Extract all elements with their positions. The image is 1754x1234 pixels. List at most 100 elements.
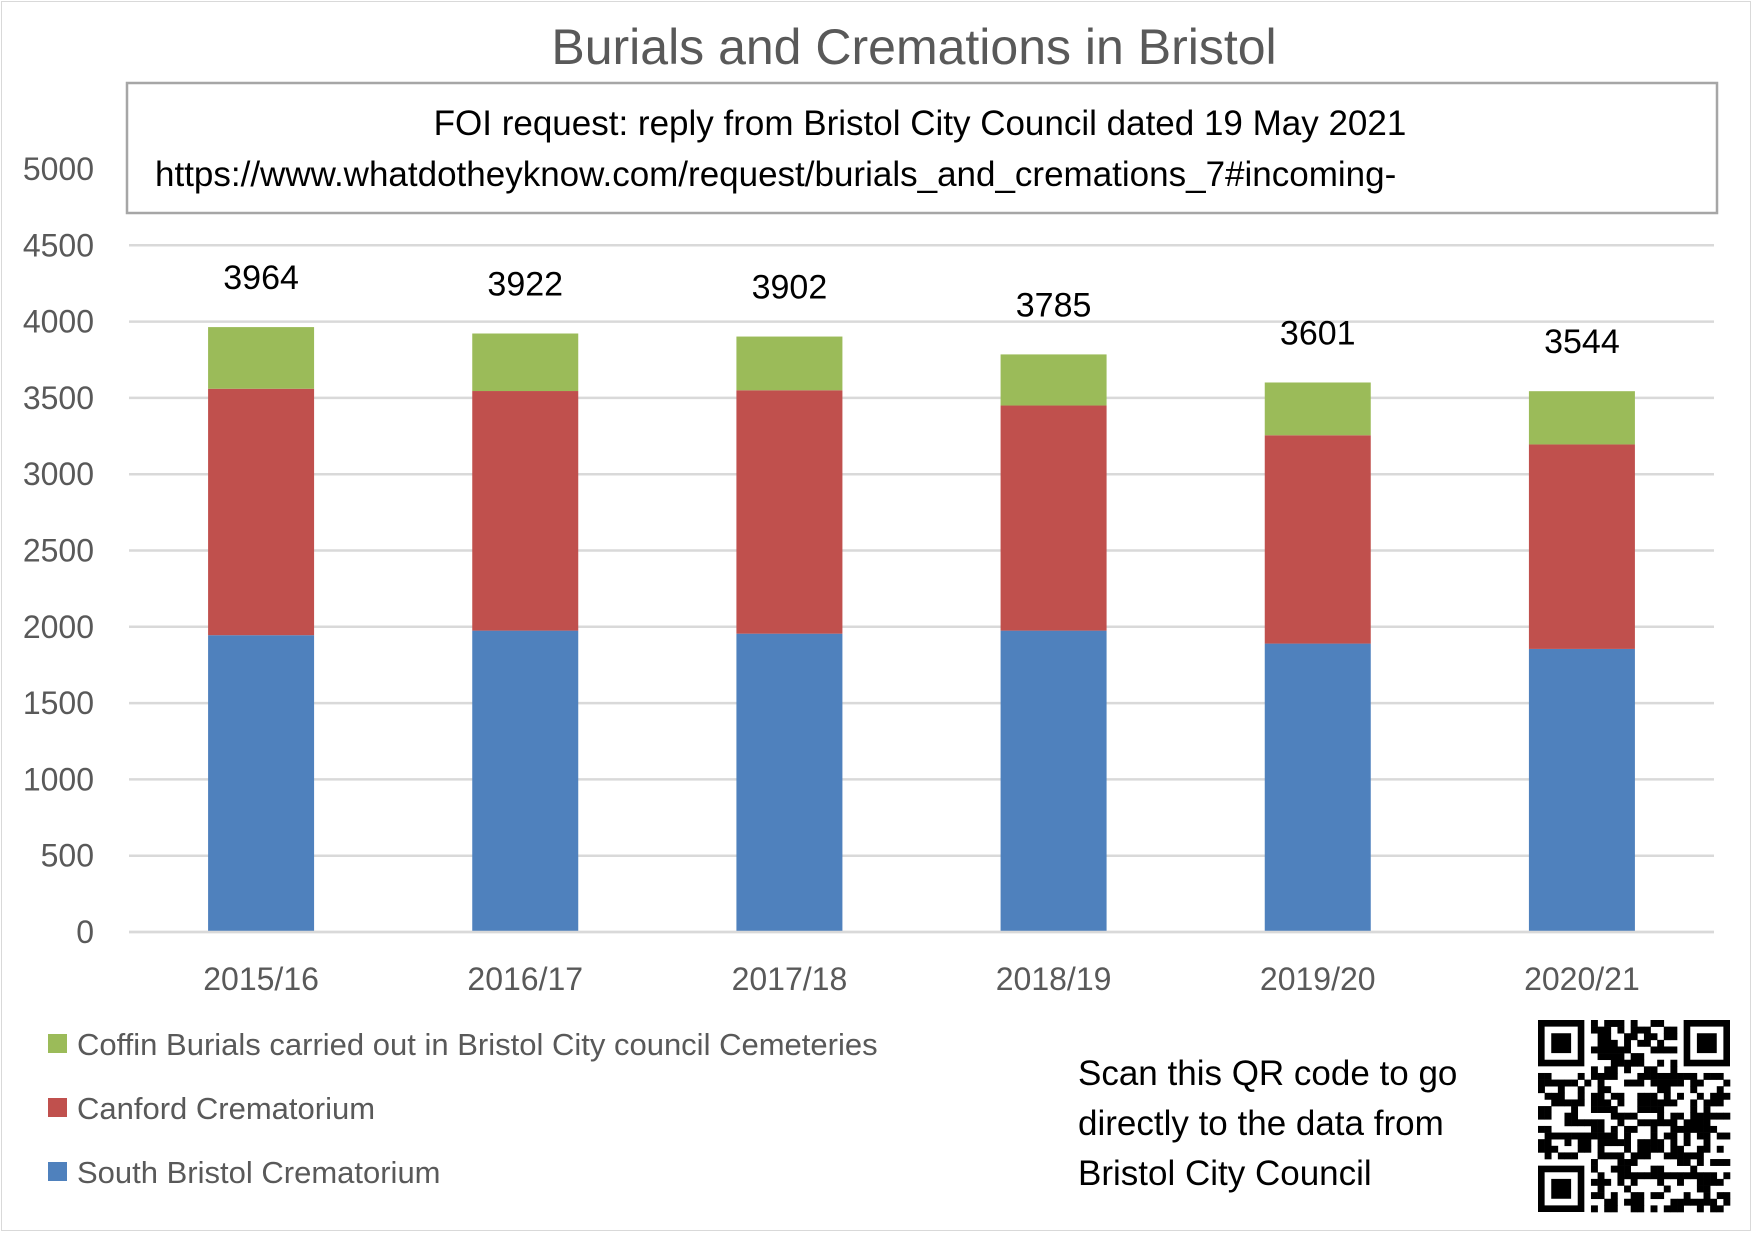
qr-module: [1657, 1165, 1665, 1173]
qr-module: [1571, 1079, 1579, 1087]
qr-module: [1637, 1039, 1645, 1047]
qr-module: [1637, 1079, 1645, 1087]
bar-segment-3-2016-17: [472, 333, 579, 392]
qr-module: [1630, 1159, 1638, 1166]
qr-module: [1690, 1079, 1698, 1087]
qr-module: [1617, 1159, 1625, 1166]
qr-module: [1590, 1125, 1598, 1133]
qr-module: [1564, 1112, 1572, 1120]
qr-module: [1683, 1139, 1691, 1147]
legend-swatch: [48, 1098, 67, 1117]
qr-module: [1643, 1026, 1651, 1034]
qr-module: [1710, 1198, 1718, 1206]
qr-module: [1551, 1145, 1559, 1153]
qr-module: [1590, 1020, 1598, 1027]
y-tick-label: 5000: [23, 151, 94, 187]
qr-module: [1617, 1053, 1625, 1061]
annotation-line-2[interactable]: https://www.whatdotheyknow.com/request/b…: [155, 155, 1396, 194]
qr-module: [1624, 1165, 1631, 1173]
qr-module: [1538, 1106, 1545, 1113]
qr-module: [1703, 1099, 1711, 1107]
qr-module: [1643, 1039, 1651, 1047]
qr-module: [1677, 1198, 1684, 1206]
qr-module: [1670, 1132, 1678, 1140]
qr-module: [1630, 1053, 1638, 1061]
qr-module: [1597, 1145, 1605, 1153]
qr-module: [1703, 1139, 1711, 1147]
y-tick-label: 500: [41, 838, 94, 874]
qr-module: [1690, 1152, 1698, 1160]
qr-module: [1544, 1079, 1552, 1087]
qr-module: [1577, 1132, 1585, 1140]
qr-module: [1643, 1152, 1651, 1160]
qr-module: [1551, 1099, 1559, 1107]
bar-segment-2-2019-20: [1264, 435, 1371, 644]
qr-module: [1617, 1172, 1625, 1180]
qr-module: [1683, 1125, 1691, 1133]
qr-module: [1597, 1106, 1605, 1113]
qr-module: [1564, 1139, 1572, 1147]
qr-module: [1690, 1099, 1698, 1107]
qr-module: [1604, 1053, 1612, 1061]
qr-module: [1597, 1079, 1605, 1087]
qr-module: [1624, 1185, 1631, 1193]
qr-module: [1677, 1112, 1684, 1120]
qr-module: [1637, 1139, 1645, 1147]
bar-segment-2-2017-18: [736, 390, 843, 634]
qr-module: [1617, 1178, 1625, 1186]
qr-module: [1723, 1132, 1731, 1140]
qr-module: [1723, 1112, 1731, 1120]
qr-module: [1557, 1132, 1565, 1140]
qr-module: [1643, 1066, 1651, 1074]
bar-segment-3-2018-19: [1000, 354, 1107, 406]
qr-module: [1650, 1092, 1658, 1100]
qr-module: [1710, 1178, 1718, 1186]
bar-segment-3-2020-21: [1528, 391, 1635, 445]
qr-module: [1624, 1112, 1631, 1120]
qr-module: [1677, 1172, 1684, 1180]
qr-module: [1590, 1205, 1598, 1213]
y-tick-label: 1000: [23, 761, 94, 797]
qr-module: [1690, 1112, 1698, 1120]
qr-module: [1657, 1106, 1665, 1113]
qr-module: [1650, 1125, 1658, 1133]
qr-module: [1690, 1198, 1698, 1206]
qr-module: [1538, 1086, 1545, 1094]
qr-module: [1590, 1066, 1598, 1074]
y-tick-label: 4500: [23, 227, 94, 263]
qr-module: [1610, 1125, 1618, 1133]
qr-module: [1650, 1172, 1658, 1180]
qr-module: [1604, 1066, 1612, 1074]
qr-module: [1657, 1119, 1665, 1127]
qr-module: [1610, 1092, 1618, 1100]
qr-module: [1624, 1046, 1631, 1054]
qr-module: [1617, 1026, 1625, 1034]
qr-module: [1590, 1119, 1598, 1127]
qr-module: [1723, 1198, 1731, 1206]
qr-module: [1663, 1046, 1671, 1054]
chart-title: Burials and Cremations in Bristol: [551, 19, 1276, 75]
qr-module: [1696, 1145, 1704, 1153]
qr-module: [1604, 1152, 1612, 1160]
qr-module: [1590, 1159, 1598, 1166]
qr-module: [1630, 1172, 1638, 1180]
qr-module: [1670, 1079, 1678, 1087]
qr-code-icon[interactable]: [1538, 1020, 1731, 1213]
qr-module: [1683, 1159, 1691, 1166]
qr-module: [1703, 1112, 1711, 1120]
qr-module: [1696, 1119, 1704, 1127]
qr-module: [1683, 1119, 1691, 1127]
qr-module: [1696, 1159, 1704, 1166]
qr-module: [1683, 1192, 1691, 1200]
qr-module: [1551, 1092, 1559, 1100]
qr-module: [1670, 1033, 1678, 1041]
qr-module: [1650, 1119, 1658, 1127]
qr-module: [1610, 1059, 1618, 1067]
qr-module: [1637, 1119, 1645, 1127]
qr-module: [1624, 1039, 1631, 1047]
qr-module: [1590, 1092, 1598, 1100]
qr-module: [1650, 1139, 1658, 1147]
qr-module: [1538, 1145, 1545, 1153]
qr-module: [1564, 1152, 1572, 1160]
qr-module: [1650, 1192, 1658, 1200]
